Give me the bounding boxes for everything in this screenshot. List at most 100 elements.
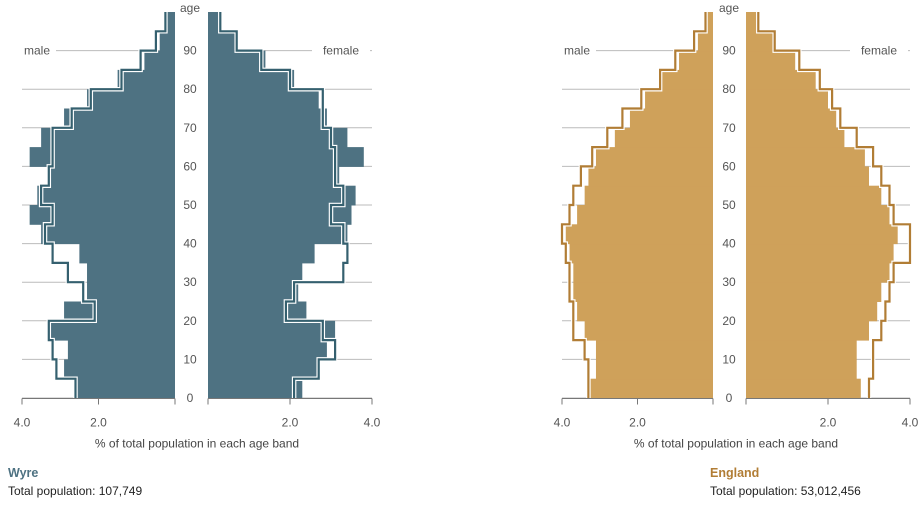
age-tick-label: 40 [183,237,197,251]
x-tick-label: 4.0 [14,416,31,430]
female-bar [746,12,759,32]
female-label: female [323,44,359,58]
female-bar [746,320,869,341]
age-tick-label: 70 [722,121,736,135]
female-bar [746,301,878,322]
male-bar [573,282,713,302]
age-tick-label: 80 [722,82,736,96]
total-population-value: 53,012,456 [800,484,861,498]
male-bar [48,320,175,341]
female-bar [208,359,319,380]
female-bar [746,69,816,90]
age-tick-label: 50 [183,198,197,212]
female-bar [208,262,303,283]
male-bar [64,301,175,322]
total-population-england: Total population: 53,012,456 [710,484,861,498]
x-tick-label: 2.0 [820,416,837,430]
x-tick-label: 4.0 [554,416,571,430]
male-bar [67,340,175,360]
female-bar [208,12,221,32]
age-tick-label: 10 [183,352,197,366]
male-label-bg [562,42,596,59]
age-tick-label: 20 [183,314,197,328]
x-axis-label: % of total population in each age band [95,437,299,451]
male-bar [679,50,713,71]
pyramid-england: male female age 0 10 20 30 40 50 60 70 80 90 4.0 2.0 2.… [554,1,919,451]
female-bar [208,147,364,167]
male-bar [87,262,175,283]
male-bar [75,378,175,399]
male-bar [144,50,175,71]
female-bar [208,301,307,322]
male-bar [584,185,713,206]
female-bar [208,166,340,187]
age-tick-label: 70 [183,121,197,135]
male-outline [40,12,167,398]
male-bar [645,89,713,109]
age-tick-label: 90 [183,44,197,58]
male-bar [29,147,176,167]
male-bar [64,359,175,380]
total-population-wyre: Total population: 107,749 [8,484,142,498]
female-bar [208,127,348,148]
female-bar [746,224,898,245]
age-tick-label: 20 [722,314,736,328]
age-tick-label: 60 [183,159,197,173]
male-bar [595,359,713,380]
female-bar [746,359,857,380]
age-tick-label: 30 [722,275,736,289]
male-bar [588,166,713,187]
female-bar [746,205,890,225]
age-tick-label: 0 [726,391,733,405]
female-label-bg [312,42,370,59]
male-bar [167,12,175,32]
female-bar [746,262,890,283]
female-bar [746,108,837,129]
female-bar [208,340,327,360]
male-bar [48,166,175,187]
female-label: female [861,44,897,58]
age-tick-label: 80 [183,82,197,96]
male-bar [577,205,713,225]
male-bar [87,282,175,302]
male-bar [29,205,176,225]
male-bar [37,185,175,206]
x-tick-label: 4.0 [364,416,381,430]
age-tick-label: 50 [722,198,736,212]
male-bar [117,69,175,90]
total-population-label: Total population: [8,484,96,498]
total-population-value: 107,749 [98,484,143,498]
female-bar [208,69,295,90]
x-tick-label: 2.0 [282,416,299,430]
male-bar [41,127,175,148]
female-bar [746,31,775,52]
female-bar [746,378,861,399]
male-bar [660,69,713,90]
age-tick-label: 60 [722,159,736,173]
age-tick-label: 40 [722,237,736,251]
female-bar [746,166,869,187]
male-bar [595,147,713,167]
female-bar [208,224,348,245]
male-bar [584,320,713,341]
male-bar [588,378,713,399]
x-axis-label: % of total population in each age band [634,437,838,451]
male-label: male [564,44,590,58]
x-tick-label: 2.0 [90,416,107,430]
male-bar [64,108,175,129]
male-bar [565,224,713,245]
female-bar [208,108,327,129]
female-outline [219,12,349,398]
x-tick-label: 4.0 [902,416,919,430]
x-tick-label: 2.0 [629,416,646,430]
female-bar [746,282,882,302]
male-bar [87,89,175,109]
female-bar [208,378,303,399]
male-bar [79,243,175,264]
female-bar [746,89,828,109]
age-axis-title: age [180,1,200,15]
male-bar [41,224,175,245]
age-tick-label: 90 [722,44,736,58]
area-name-england: England [710,466,760,480]
